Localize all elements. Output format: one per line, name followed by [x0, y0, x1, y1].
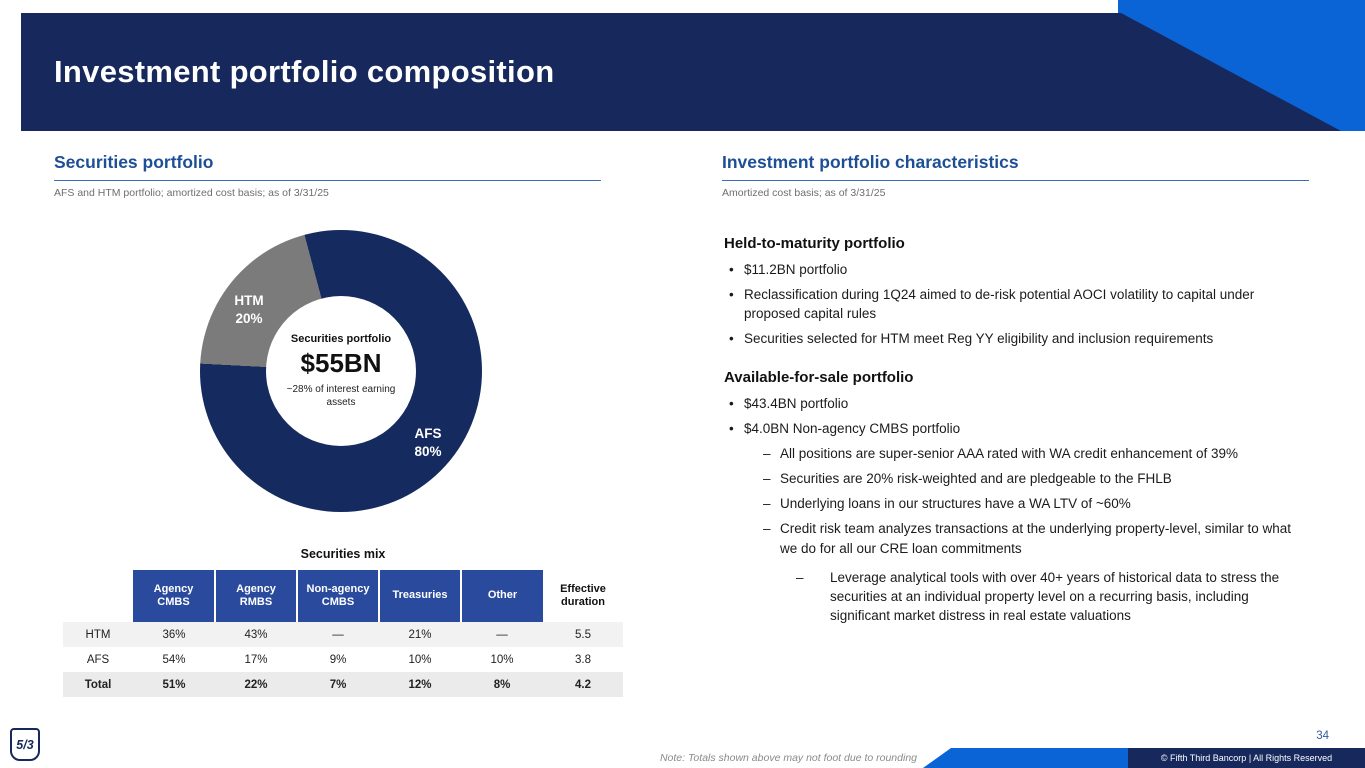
bullet-item: Reclassification during 1Q24 aimed to de…	[722, 285, 1309, 323]
afs-label: AFS	[414, 426, 442, 441]
col-other: Other	[460, 570, 543, 622]
portfolio-characteristics-section: Investment portfolio characteristics Amo…	[722, 152, 1309, 631]
sub-bullet-item: Securities are 20% risk-weighted and are…	[722, 469, 1309, 488]
sub-bullet-item: Underlying loans in our structures have …	[722, 494, 1309, 513]
bullet-item: $43.4BN portfolio	[722, 394, 1309, 413]
footer-accent-shape	[923, 748, 1128, 768]
cell: 5.5	[543, 622, 623, 647]
securities-mix-table: Agency CMBS Agency RMBS Non-agency CMBS …	[63, 570, 623, 697]
cell: 10%	[379, 647, 461, 672]
htm-percent: 20%	[235, 310, 263, 326]
cell: —	[297, 622, 379, 647]
cell: 7%	[297, 672, 379, 697]
cell: 3.8	[543, 647, 623, 672]
donut-center-value: $55BN	[300, 348, 382, 378]
col-treasuries: Treasuries	[378, 570, 461, 622]
cell: 12%	[379, 672, 461, 697]
bullet-item: Securities selected for HTM meet Reg YY …	[722, 329, 1309, 348]
table-row-htm: HTM 36% 43% — 21% — 5.5	[63, 622, 623, 647]
afs-percent: 80%	[414, 443, 442, 459]
row-label: Total	[63, 672, 133, 697]
cell: 43%	[215, 622, 297, 647]
right-section-subtitle: Amortized cost basis; as of 3/31/25	[722, 187, 886, 199]
cell: 54%	[133, 647, 215, 672]
row-label: AFS	[63, 647, 133, 672]
bullet-item: $4.0BN Non-agency CMBS portfolio	[722, 419, 1309, 438]
slide-header: Investment portfolio composition	[21, 13, 1341, 131]
cell: 21%	[379, 622, 461, 647]
sub-sub-bullet-item: Leverage analytical tools with over 40+ …	[722, 568, 1309, 625]
bullet-item: $11.2BN portfolio	[722, 260, 1309, 279]
cell: —	[461, 622, 543, 647]
col-non-agency-cmbs: Non-agency CMBS	[296, 570, 379, 622]
cell: 4.2	[543, 672, 623, 697]
sub-bullet-item: Credit risk team analyzes transactions a…	[722, 519, 1309, 557]
cell: 36%	[133, 622, 215, 647]
cell: 8%	[461, 672, 543, 697]
slide-title: Investment portfolio composition	[54, 54, 555, 89]
cell: 10%	[461, 647, 543, 672]
copyright-text: © Fifth Third Bancorp | All Rights Reser…	[1160, 753, 1333, 763]
page-number: 34	[1316, 730, 1329, 742]
htm-portfolio-heading: Held-to-maturity portfolio	[724, 235, 905, 252]
cell: 17%	[215, 647, 297, 672]
securities-portfolio-section: Securities portfolio AFS and HTM portfol…	[54, 152, 601, 199]
cell: 22%	[215, 672, 297, 697]
sub-bullet-item: All positions are super-senior AAA rated…	[722, 444, 1309, 463]
copyright-bar: © Fifth Third Bancorp | All Rights Reser…	[1128, 748, 1365, 768]
htm-slice-label: HTM 20%	[214, 292, 284, 327]
table-header-row: Agency CMBS Agency RMBS Non-agency CMBS …	[63, 570, 623, 622]
table-row-total: Total 51% 22% 7% 12% 8% 4.2	[63, 672, 623, 697]
afs-portfolio-heading: Available-for-sale portfolio	[724, 368, 914, 386]
col-effective-duration: Effective duration	[543, 570, 623, 622]
htm-label: HTM	[234, 293, 264, 308]
afs-slice-label: AFS 80%	[393, 425, 463, 460]
left-section-heading: Securities portfolio	[54, 152, 601, 181]
left-section-subtitle: AFS and HTM portfolio; amortized cost ba…	[54, 187, 329, 199]
securities-mix-title: Securities mix	[300, 547, 386, 561]
footer-note: Note: Totals shown above may not foot du…	[659, 752, 917, 764]
table-row-afs: AFS 54% 17% 9% 10% 10% 3.8	[63, 647, 623, 672]
col-agency-rmbs: Agency RMBS	[214, 570, 297, 622]
securities-mix: Securities mix Agency CMBS Agency RMBS N…	[63, 547, 623, 697]
donut-center-title: Securities portfolio	[290, 333, 392, 345]
logo-text: 5/3	[16, 737, 34, 752]
fifth-third-logo: 5/3	[10, 728, 40, 761]
cell: 9%	[297, 647, 379, 672]
securities-donut: HTM 20% AFS 80% Securities portfolio $55…	[200, 230, 482, 512]
characteristics-body: Held-to-maturity portfolio $11.2BN portf…	[722, 235, 1309, 625]
row-label: HTM	[63, 622, 133, 647]
right-section-heading: Investment portfolio characteristics	[722, 152, 1309, 181]
donut-center: Securities portfolio $55BN ~28% of inter…	[266, 296, 416, 446]
corner-cell	[63, 570, 133, 622]
col-agency-cmbs: Agency CMBS	[133, 570, 215, 622]
donut-center-subtitle: ~28% of interest earning assets	[286, 384, 396, 408]
cell: 51%	[133, 672, 215, 697]
